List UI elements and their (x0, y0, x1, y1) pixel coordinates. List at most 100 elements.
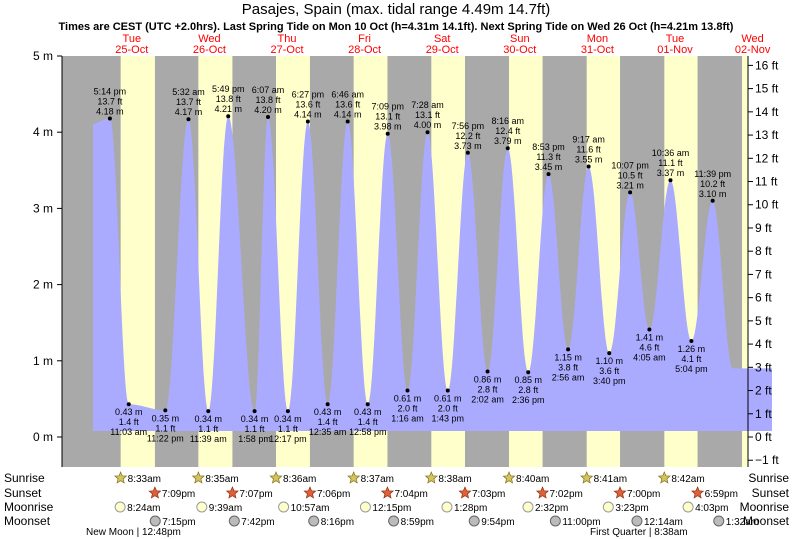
sunset-time: 7:03pm (472, 489, 505, 500)
low-tide-feet: 2.0 ft (438, 404, 459, 414)
sunrise-time: 8:37am (361, 474, 394, 485)
tide-point (647, 327, 652, 332)
low-tide-meters: 1.10 m (596, 356, 624, 366)
tide-point (485, 369, 490, 374)
low-tide-time: 2:02 am (471, 394, 504, 404)
low-tide-meters: 0.34 m (195, 414, 223, 424)
sunrise-time: 8:38am (438, 474, 471, 485)
date-label: 28-Oct (348, 44, 381, 56)
moonrise-icon (359, 501, 371, 513)
moonset-icon (228, 515, 240, 527)
y-left-tick-label: 3 m (33, 201, 53, 215)
sunset-icon (225, 486, 239, 499)
high-tide-time: 10:07 pm (611, 160, 649, 170)
date-label: 31-Oct (581, 44, 614, 56)
low-tide-time: 3:40 pm (593, 376, 626, 386)
day-of-week-label: Thu (278, 33, 297, 45)
date-label: 01-Nov (657, 44, 693, 56)
tide-point (465, 150, 470, 155)
low-tide-time: 2:56 am (552, 372, 585, 382)
daylight-band (741, 56, 748, 467)
date-label: 30-Oct (503, 44, 536, 56)
low-tide-time: 12:35 am (309, 427, 347, 437)
day-of-week-label: Wed (741, 33, 763, 45)
low-tide-meters: 0.35 m (152, 413, 180, 423)
high-tide-feet: 13.8 ft (216, 94, 242, 104)
sunrise-icon (191, 471, 205, 484)
high-tide-meters: 4.21 m (214, 104, 242, 114)
y-right-tick-label: 0 ft (755, 430, 772, 444)
sunset-icon (613, 486, 627, 499)
low-tide-meters: 0.43 m (314, 407, 342, 417)
high-tide-meters: 3.73 m (454, 141, 482, 151)
tide-point (566, 347, 571, 352)
date-label: 02-Nov (735, 44, 771, 56)
low-tide-feet: 1.4 ft (358, 417, 379, 427)
high-tide-meters: 4.14 m (294, 110, 322, 120)
tide-point (385, 131, 390, 136)
low-tide-meters: 0.86 m (474, 374, 502, 384)
tide-point (345, 119, 350, 124)
sunset-time: 7:06pm (317, 489, 350, 500)
sunrise-icon (269, 471, 283, 484)
moonrise-icon (278, 501, 290, 513)
sunrise-time: 8:40am (516, 474, 549, 485)
high-tide-feet: 10.5 ft (618, 170, 644, 180)
low-tide-feet: 1.1 ft (278, 424, 299, 434)
y-right-tick-label: 12 ft (755, 151, 779, 165)
day-of-week-label: Wed (198, 33, 220, 45)
y-left-tick-label: 1 m (33, 354, 53, 368)
high-tide-feet: 11.3 ft (536, 152, 561, 162)
row-label-right-sunset: Sunset (752, 486, 790, 500)
low-tide-feet: 1.1 ft (155, 423, 176, 433)
low-tide-meters: 0.43 m (115, 407, 143, 417)
y-right-tick-label: −1 ft (755, 453, 779, 467)
y-right-tick-label: 4 ft (755, 337, 772, 351)
tide-point (206, 409, 211, 414)
moonrise-icon (114, 501, 126, 513)
tide-area (93, 116, 772, 432)
low-tide-feet: 4.6 ft (639, 343, 660, 353)
sunset-time: 7:07pm (239, 489, 272, 500)
y-right-tick-label: 15 ft (755, 82, 779, 96)
high-tide-feet: 13.1 ft (415, 110, 441, 120)
sunrise-time: 8:41am (594, 474, 627, 485)
tide-point (252, 409, 257, 414)
tide-point (586, 164, 591, 169)
moonset-time: 9:54pm (481, 517, 514, 528)
sunset-icon (303, 486, 317, 499)
low-tide-feet: 4.1 ft (681, 354, 702, 364)
high-tide-feet: 13.7 ft (97, 96, 123, 106)
moonrise-icon (682, 501, 694, 513)
moonrise-time: 1:28pm (454, 503, 487, 514)
moonset-icon (388, 515, 400, 527)
y-left-tick-label: 5 m (33, 49, 53, 63)
moonset-icon (549, 515, 561, 527)
row-label-left-moonrise: Moonrise (4, 500, 54, 514)
high-tide-feet: 13.1 ft (375, 112, 401, 122)
low-tide-feet: 2.0 ft (397, 404, 418, 414)
tide-point (668, 178, 673, 183)
y-right-tick-label: 7 ft (755, 267, 772, 281)
row-label-left-moonset: Moonset (4, 514, 51, 528)
axes: 0 m 1 m 2 m 3 m 4 m 5 m −1 ft 0 ft 1 ft 2 ft 3 ft 4… (33, 49, 779, 467)
high-tide-feet: 13.6 ft (335, 100, 361, 110)
y-right-tick-label: 6 ft (755, 291, 772, 305)
high-tide-feet: 12.4 ft (495, 126, 521, 136)
low-tide-feet: 2.8 ft (478, 384, 499, 394)
low-tide-feet: 1.1 ft (198, 424, 219, 434)
sunrise-icon (502, 471, 516, 484)
high-tide-meters: 3.45 m (535, 162, 563, 172)
low-tide-meters: 0.43 m (354, 407, 382, 417)
high-tide-time: 7:09 pm (371, 102, 404, 112)
moonrise-time: 4:03pm (695, 503, 728, 514)
low-tide-time: 11:22 pm (147, 433, 184, 443)
high-tide-feet: 10.2 ft (700, 179, 726, 189)
sunrise-icon (657, 471, 671, 484)
low-tide-time: 1:16 am (391, 414, 424, 424)
low-tide-meters: 0.61 m (394, 394, 422, 404)
moonrise-time: 3:23pm (615, 503, 648, 514)
low-tide-time: 12:58 pm (349, 427, 387, 437)
